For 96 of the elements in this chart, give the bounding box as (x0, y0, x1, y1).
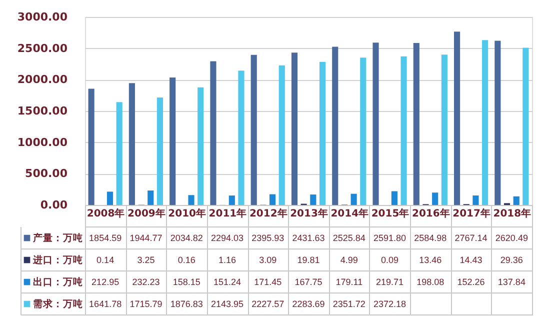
data-label: 0.16 (178, 255, 196, 265)
bar (432, 192, 438, 205)
data-label: 1854.59 (89, 233, 122, 243)
data-label: 2395.93 (252, 233, 284, 243)
bar (198, 87, 204, 205)
bar (372, 42, 379, 205)
data-label: 3.09 (259, 255, 277, 265)
data-label: 14.43 (460, 255, 482, 265)
y-tick-label: 1000.00 (17, 136, 68, 149)
data-label: 2591.80 (374, 233, 406, 243)
bar (128, 83, 135, 205)
bar (278, 65, 285, 205)
x-tick-label: 2010年 (168, 208, 206, 220)
bar (310, 194, 316, 205)
x-tick-label: 2012年 (249, 208, 288, 220)
data-label: 2227.57 (252, 299, 284, 309)
data-label: 212.95 (92, 277, 120, 287)
bar (250, 54, 257, 205)
bar (522, 48, 529, 205)
bar (413, 43, 420, 205)
y-tick-label: 1500.00 (17, 104, 68, 118)
bar (482, 40, 488, 205)
x-tick-label: 2014年 (330, 208, 369, 220)
data-label: 2351.72 (332, 299, 366, 309)
data-label: 2283.69 (292, 299, 325, 309)
y-tick-label: 500.00 (25, 167, 68, 180)
data-label: 2767.14 (454, 233, 488, 243)
x-tick-label: 2018年 (493, 208, 532, 220)
bar (106, 192, 114, 205)
data-label: 19.81 (297, 255, 320, 265)
bar (513, 196, 520, 205)
x-tick-label: 2016年 (412, 208, 450, 220)
data-label: 1944.77 (130, 233, 162, 243)
bar (291, 52, 298, 205)
data-label: 158.15 (172, 277, 200, 287)
data-label: 2034.82 (170, 233, 203, 243)
data-label: 151.24 (213, 277, 241, 287)
bar (210, 61, 216, 205)
y-tick-label: 2500.00 (17, 42, 68, 55)
legend-label: 产量：万吨 (32, 232, 83, 244)
bar (350, 194, 357, 205)
data-label: 1715.79 (130, 299, 162, 309)
data-label: 2620.49 (495, 233, 528, 243)
data-label: 179.11 (336, 277, 363, 287)
bar (472, 195, 479, 205)
data-label: 219.71 (376, 277, 404, 287)
y-tick-label: 0.00 (40, 198, 68, 212)
data-label: 2372.18 (374, 299, 406, 309)
data-label: 1641.78 (89, 299, 122, 309)
data-label: 4.99 (340, 255, 358, 265)
data-label: 0.14 (96, 255, 114, 265)
x-tick-label: 2015年 (371, 208, 410, 220)
legend-label: 需求：万吨 (33, 298, 83, 310)
x-tick-label: 2013年 (290, 208, 328, 220)
data-label: 1.16 (218, 255, 236, 265)
data-label: 29.36 (500, 255, 523, 265)
bar (270, 194, 276, 205)
bar (454, 32, 460, 205)
x-tick-label: 2011年 (208, 208, 247, 220)
data-label: 1876.83 (170, 299, 203, 309)
x-tick-label: 2017年 (452, 208, 490, 220)
bar (441, 54, 448, 205)
data-label: 152.26 (457, 277, 485, 287)
y-tick-label: 2000.00 (17, 73, 68, 86)
data-label: 13.46 (419, 255, 442, 265)
bar (319, 62, 326, 205)
data-label: 3.25 (137, 255, 155, 265)
bar (400, 56, 407, 205)
bar (88, 88, 94, 205)
legend-label: 进口：万吨 (32, 254, 83, 266)
bar (332, 46, 338, 205)
bar (494, 40, 501, 205)
bar (228, 196, 235, 205)
data-label: 0.09 (381, 255, 399, 265)
bar (391, 191, 398, 205)
bar (188, 195, 194, 205)
data-label: 2584.98 (414, 233, 447, 243)
data-label: 167.75 (294, 277, 322, 287)
legend-label: 出口：万吨 (33, 276, 83, 288)
bar (148, 190, 154, 205)
data-label: 2525.84 (332, 233, 366, 243)
data-label: 198.08 (416, 277, 444, 287)
bar (360, 58, 366, 205)
bar (156, 97, 164, 205)
data-label: 171.45 (254, 277, 282, 287)
data-label: 137.84 (498, 277, 526, 287)
bar (170, 77, 176, 205)
data-label: 2294.03 (210, 233, 244, 243)
y-tick-label: 3000.00 (17, 10, 68, 24)
data-label: 2143.95 (210, 299, 244, 309)
data-label: 232.23 (132, 277, 160, 287)
bar (238, 70, 244, 205)
x-tick-label: 2009年 (128, 208, 166, 220)
data-label: 2431.63 (292, 233, 325, 243)
bar (116, 102, 122, 205)
x-tick-label: 2008年 (86, 208, 125, 220)
